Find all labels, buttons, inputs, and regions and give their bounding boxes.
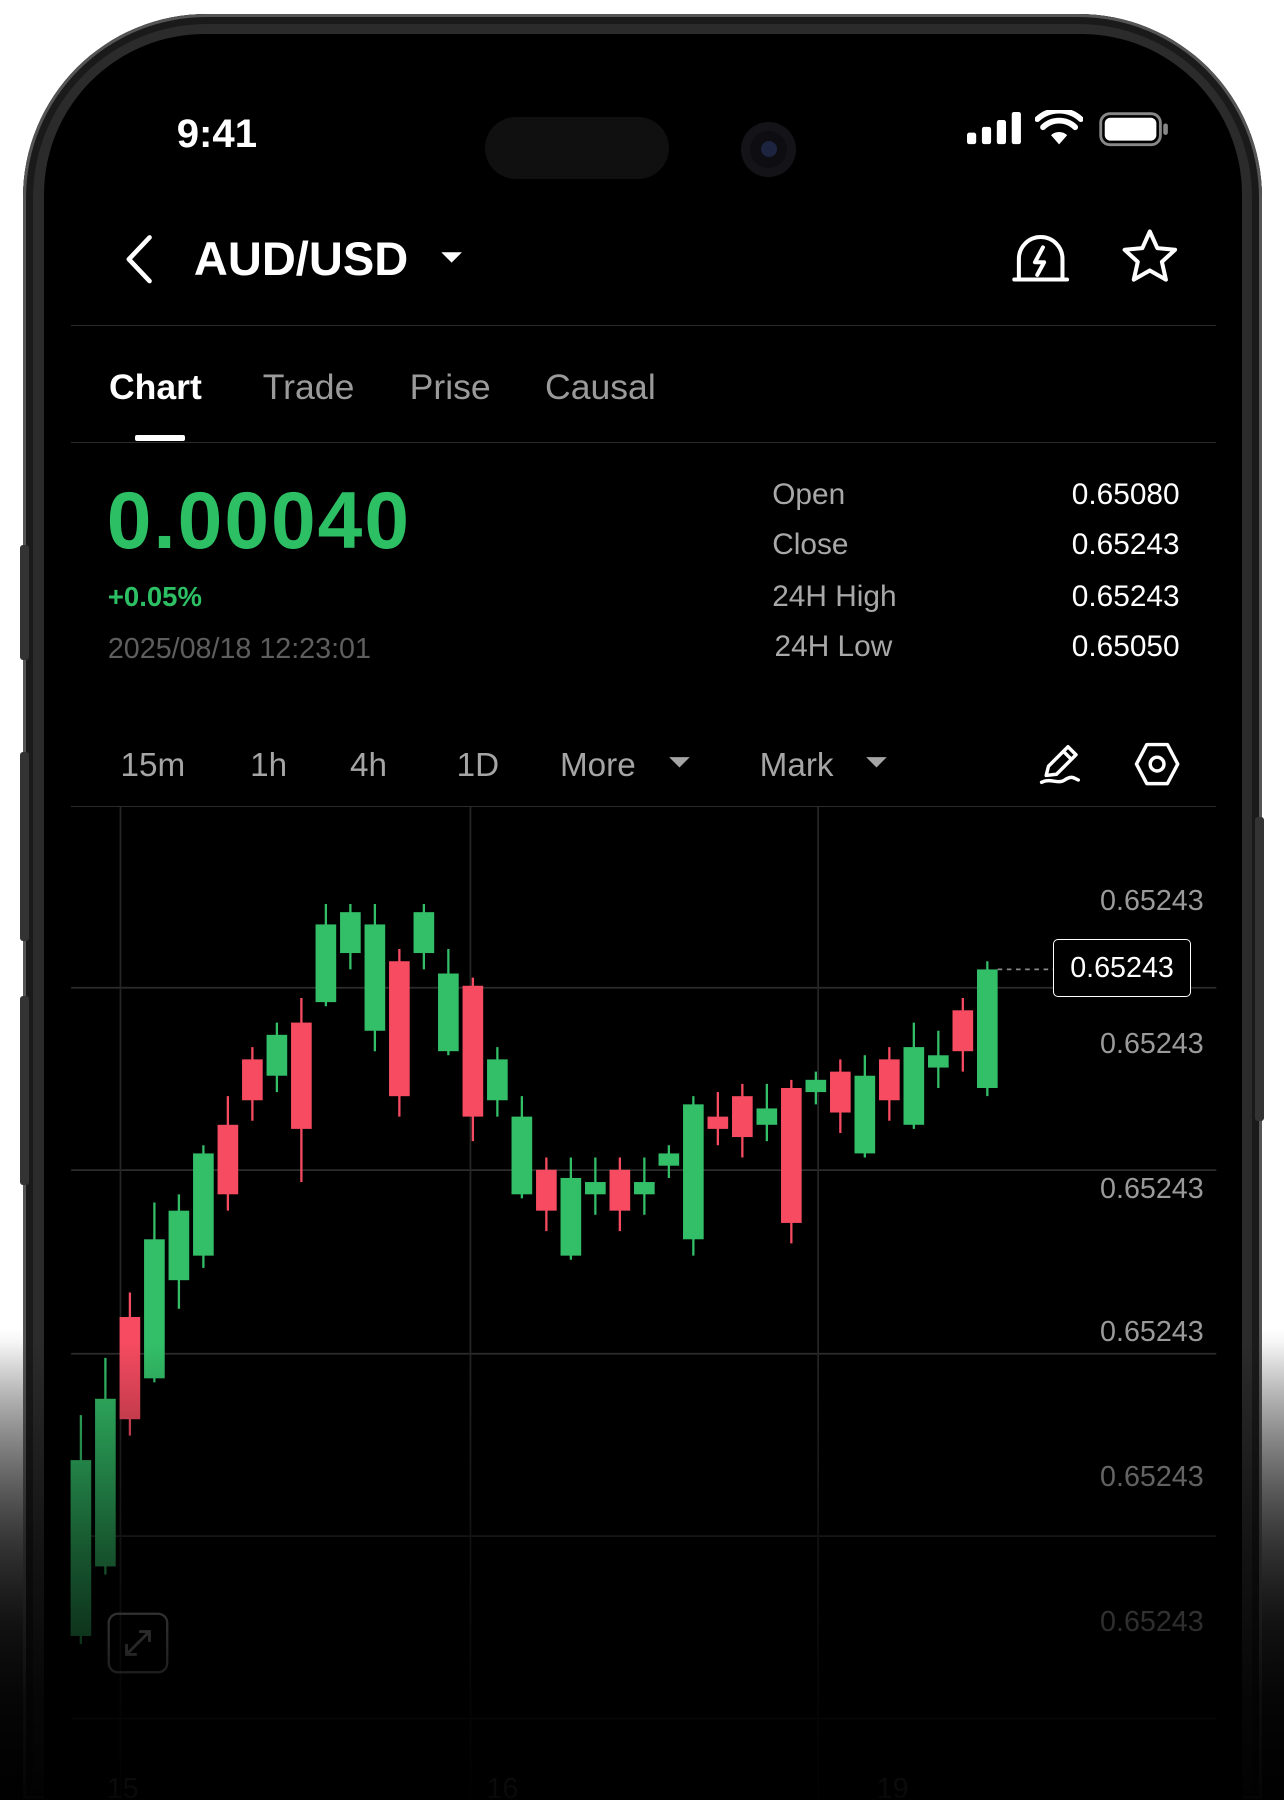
candle <box>707 1092 729 1146</box>
candle-body <box>70 1460 92 1636</box>
candle <box>634 1157 655 1215</box>
candle-body <box>144 1239 165 1379</box>
candle-body <box>487 1059 508 1101</box>
candle <box>70 1415 92 1645</box>
candle-body <box>242 1059 263 1101</box>
y-tick-label: 0.65243 <box>1100 1172 1204 1205</box>
candle-body <box>340 912 361 954</box>
expand-icon[interactable] <box>107 1612 169 1674</box>
candle <box>291 998 312 1183</box>
y-tick-label: 0.65243 <box>1100 1460 1204 1493</box>
candle-body <box>315 924 337 1003</box>
candle <box>168 1194 190 1309</box>
candle-body <box>707 1116 729 1129</box>
y-tick-label: 0.65243 <box>1100 884 1204 917</box>
candle <box>903 1022 925 1129</box>
candle-body <box>830 1071 851 1113</box>
candle-body <box>976 969 998 1088</box>
candle-body <box>879 1059 900 1101</box>
candle-body <box>536 1169 557 1211</box>
candle <box>609 1157 631 1232</box>
y-tick-label: 0.65243 <box>1100 1028 1204 1061</box>
candle-body <box>291 1022 312 1129</box>
candle <box>487 1047 508 1117</box>
y-tick-label: 0.65243 <box>1100 1605 1204 1638</box>
candle-body <box>854 1075 876 1154</box>
candle-body <box>903 1047 925 1125</box>
candle <box>266 1022 288 1093</box>
candle <box>830 1059 851 1133</box>
candle-body <box>781 1087 802 1223</box>
candle <box>781 1079 802 1244</box>
x-tick-label: 16 <box>486 1773 519 1805</box>
y-tick-label: 0.65243 <box>1100 1316 1204 1349</box>
candle <box>511 1096 533 1199</box>
candle-body <box>634 1182 655 1195</box>
candles <box>70 903 998 1645</box>
x-tick-label: 19 <box>876 1773 909 1805</box>
candle <box>805 1071 827 1105</box>
candle <box>952 998 974 1072</box>
candle-body <box>683 1104 704 1240</box>
candle <box>144 1202 165 1383</box>
candle-body <box>658 1153 680 1166</box>
candle <box>438 948 459 1056</box>
candle <box>413 903 435 970</box>
candle <box>560 1157 582 1260</box>
candle <box>95 1357 116 1575</box>
candle-body <box>952 1010 974 1052</box>
candle <box>928 1030 949 1088</box>
candle <box>536 1157 557 1232</box>
candle-body <box>805 1079 827 1093</box>
candle <box>364 903 386 1052</box>
candle-body <box>217 1124 239 1195</box>
candle <box>389 948 410 1117</box>
candle-body <box>511 1116 533 1195</box>
candle-body <box>95 1398 116 1567</box>
candle-body <box>756 1108 778 1125</box>
candle-body <box>364 924 386 1031</box>
candle-body <box>168 1210 190 1281</box>
candle-body <box>732 1096 753 1138</box>
candle-body <box>928 1055 949 1068</box>
candle-body <box>119 1316 141 1420</box>
candle <box>315 903 337 1007</box>
candle <box>976 961 998 1097</box>
candle-body <box>389 961 410 1097</box>
candle <box>217 1096 239 1211</box>
candle <box>879 1047 900 1121</box>
candle <box>732 1083 753 1158</box>
candle <box>119 1292 141 1436</box>
chart-grid <box>71 806 1217 1800</box>
candle-body <box>609 1169 631 1211</box>
candle-body <box>462 985 484 1117</box>
candle-body <box>560 1177 582 1256</box>
candle-body <box>193 1153 214 1256</box>
candle <box>756 1083 778 1142</box>
candle <box>658 1145 680 1178</box>
candle-body <box>438 973 459 1052</box>
candle <box>683 1096 704 1256</box>
candle <box>242 1047 263 1121</box>
x-tick-label: 15 <box>106 1773 139 1805</box>
candle <box>854 1055 876 1158</box>
candle <box>193 1145 214 1268</box>
candle <box>462 977 484 1142</box>
candle <box>585 1157 606 1215</box>
last-price-tag: 0.65243 <box>1053 938 1191 997</box>
candle-body <box>266 1034 288 1076</box>
candle-body <box>413 912 435 954</box>
candle <box>340 903 361 970</box>
candle-body <box>585 1182 606 1195</box>
